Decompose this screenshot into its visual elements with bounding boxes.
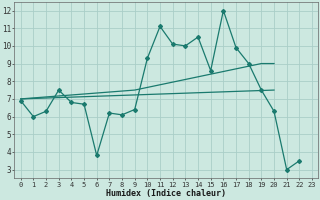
X-axis label: Humidex (Indice chaleur): Humidex (Indice chaleur) [106, 189, 226, 198]
